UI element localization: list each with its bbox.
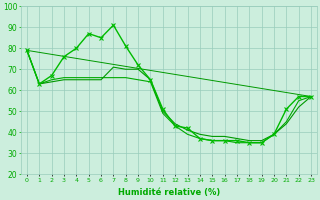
X-axis label: Humidité relative (%): Humidité relative (%)	[118, 188, 220, 197]
